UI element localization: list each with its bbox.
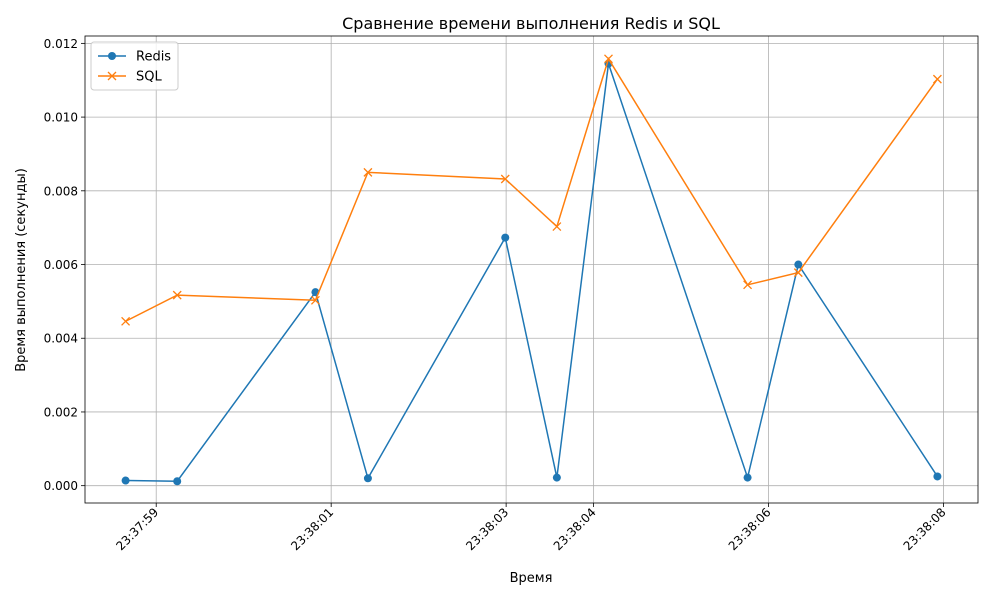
data-point-sql bbox=[604, 54, 613, 64]
grid bbox=[85, 36, 978, 503]
x-tick-label: 23:38:06 bbox=[726, 505, 774, 553]
legend-item-sql: SQL bbox=[98, 70, 162, 85]
series-line-sql bbox=[125, 57, 939, 322]
legend-label-sql: SQL bbox=[136, 70, 162, 85]
data-point-redis bbox=[363, 474, 372, 483]
x-tick-label: 23:38:01 bbox=[288, 505, 336, 553]
data-point-sql bbox=[932, 74, 942, 84]
series-sql bbox=[121, 54, 942, 326]
legend-item-redis: Redis bbox=[98, 50, 171, 65]
data-point-sql bbox=[500, 174, 510, 184]
data-point-redis bbox=[743, 473, 752, 482]
y-tick-label: 0.000 bbox=[44, 479, 78, 493]
y-tick-label: 0.008 bbox=[44, 184, 78, 198]
y-tick-label: 0.012 bbox=[44, 37, 78, 51]
data-point-sql bbox=[793, 268, 803, 278]
data-point-redis bbox=[794, 260, 803, 269]
data-point-sql bbox=[552, 222, 562, 232]
legend-marker-sql bbox=[107, 71, 117, 81]
data-point-redis bbox=[173, 477, 182, 486]
chart-title: Сравнение времени выполнения Redis и SQL bbox=[342, 14, 720, 33]
series-redis bbox=[121, 59, 942, 486]
y-tick-label: 0.010 bbox=[44, 111, 78, 125]
y-axis-label: Время выполнения (секунды) bbox=[14, 168, 29, 372]
data-point-redis bbox=[933, 472, 942, 481]
data-point-sql bbox=[121, 316, 131, 326]
y-tick-label: 0.002 bbox=[44, 405, 78, 419]
series-line-redis bbox=[125, 63, 939, 483]
x-tick-label: 23:38:04 bbox=[551, 505, 599, 553]
data-point-sql bbox=[363, 167, 373, 177]
data-point-redis bbox=[121, 476, 130, 485]
y-tick-label: 0.004 bbox=[44, 332, 78, 346]
legend-marker-redis bbox=[108, 52, 116, 60]
data-point-redis bbox=[501, 233, 510, 242]
legend-label-redis: Redis bbox=[136, 50, 171, 65]
data-point-sql bbox=[743, 280, 753, 290]
data-point-sql bbox=[310, 295, 320, 305]
x-tick-label: 23:38:03 bbox=[463, 505, 511, 553]
x-tick-label: 23:38:08 bbox=[901, 505, 949, 553]
legend: Redis SQL bbox=[90, 41, 179, 91]
x-tick-label: 23:37:59 bbox=[113, 505, 161, 553]
plot-frame bbox=[84, 35, 979, 504]
data-point-sql bbox=[172, 290, 182, 300]
x-axis-label: Время bbox=[510, 571, 553, 586]
data-point-redis bbox=[552, 473, 561, 482]
y-tick-label: 0.006 bbox=[44, 258, 78, 272]
series-layer bbox=[121, 54, 942, 486]
